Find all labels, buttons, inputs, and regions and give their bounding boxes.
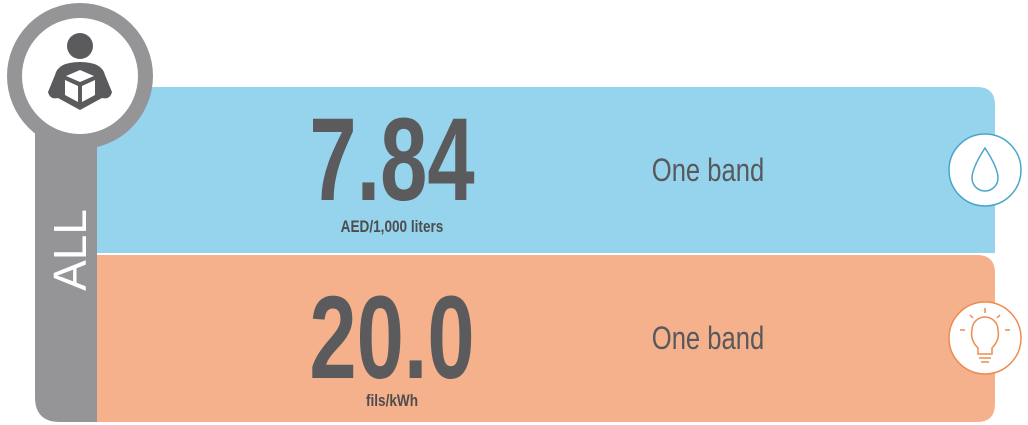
bulb-icon	[960, 308, 1010, 363]
value: 7.84	[309, 93, 474, 225]
category-bar	[35, 60, 97, 422]
water-row	[95, 87, 995, 253]
unit: fils/kWh	[366, 392, 418, 411]
electricity-row	[95, 255, 995, 422]
category-label: ALL	[44, 209, 96, 291]
person-box-icon	[48, 33, 112, 110]
band-label: One band	[652, 321, 764, 356]
band-label: One band	[652, 153, 764, 188]
bulb-icon-circle	[948, 301, 1022, 375]
value: 20.0	[309, 271, 474, 403]
water-icon-circle	[948, 133, 1022, 207]
water-drop-icon	[971, 146, 999, 192]
unit: AED/1,000 liters	[341, 218, 444, 237]
